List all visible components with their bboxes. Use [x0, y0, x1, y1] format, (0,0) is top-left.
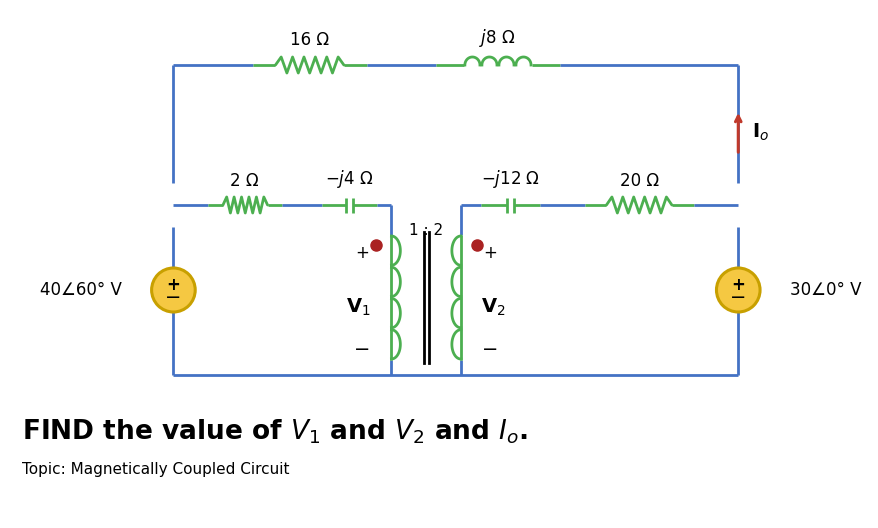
Text: −: −	[165, 288, 182, 307]
Circle shape	[716, 268, 759, 312]
Text: 20 Ω: 20 Ω	[619, 172, 658, 190]
Text: 1 : 2: 1 : 2	[408, 223, 443, 238]
Text: FIND the value of $V_1$ and $V_2$ and $I_o$.: FIND the value of $V_1$ and $V_2$ and $I…	[22, 418, 527, 447]
Text: 30∠0° V: 30∠0° V	[789, 281, 860, 299]
Text: Topic: Magnetically Coupled Circuit: Topic: Magnetically Coupled Circuit	[22, 462, 289, 477]
Text: +: +	[483, 244, 497, 262]
Text: $\mathbf{V}_2$: $\mathbf{V}_2$	[480, 297, 505, 318]
Text: 2 Ω: 2 Ω	[230, 172, 259, 190]
Text: −: −	[730, 288, 745, 307]
Text: 16 Ω: 16 Ω	[289, 31, 328, 49]
Text: $\mathbf{I}_o$: $\mathbf{I}_o$	[752, 122, 768, 143]
Text: +: +	[355, 244, 368, 262]
Text: $-j$4 Ω: $-j$4 Ω	[324, 168, 372, 190]
Text: 40∠60° V: 40∠60° V	[40, 281, 122, 299]
Text: −: −	[353, 341, 370, 360]
Text: $j$8 Ω: $j$8 Ω	[479, 27, 515, 49]
Text: +: +	[166, 276, 180, 294]
Text: $-j$12 Ω: $-j$12 Ω	[480, 168, 539, 190]
Text: $\mathbf{V}_1$: $\mathbf{V}_1$	[346, 297, 371, 318]
Circle shape	[151, 268, 195, 312]
Text: −: −	[482, 341, 498, 360]
Text: +: +	[730, 276, 745, 294]
